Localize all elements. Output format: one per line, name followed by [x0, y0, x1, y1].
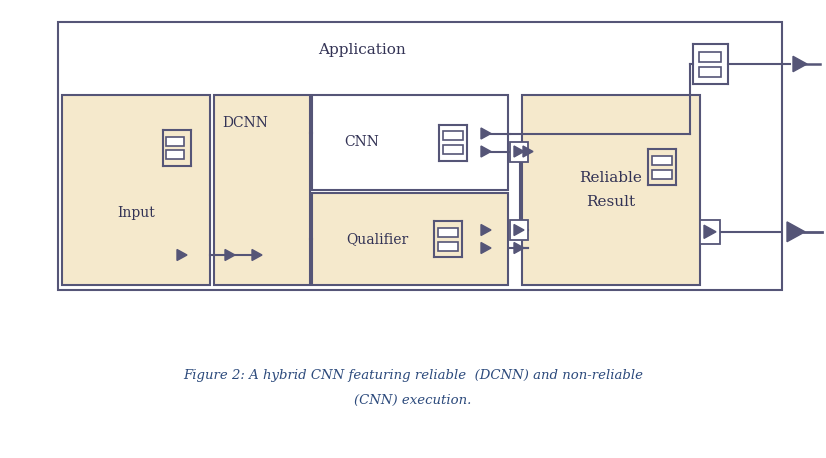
Polygon shape	[481, 146, 491, 157]
Bar	[58, 22, 782, 290]
Text: (CNN) execution.: (CNN) execution.	[354, 393, 472, 407]
Polygon shape	[514, 224, 524, 235]
Polygon shape	[177, 250, 187, 261]
Bar	[214, 95, 310, 285]
Polygon shape	[704, 225, 716, 239]
Bar	[438, 241, 458, 251]
Text: CNN: CNN	[344, 136, 379, 149]
Bar	[438, 228, 458, 236]
Bar	[699, 51, 721, 61]
Text: Application: Application	[318, 43, 406, 57]
Bar	[652, 170, 672, 179]
Polygon shape	[225, 250, 235, 261]
Polygon shape	[481, 224, 491, 235]
Bar	[510, 142, 528, 162]
Bar	[312, 193, 508, 285]
Bar	[522, 95, 700, 285]
Text: Figure 2: A hybrid CNN featuring reliable  (DCNN) and non-reliable: Figure 2: A hybrid CNN featuring reliabl…	[183, 370, 643, 382]
Bar	[443, 131, 463, 140]
Polygon shape	[514, 146, 524, 157]
Polygon shape	[514, 242, 524, 253]
Text: Qualifier: Qualifier	[346, 232, 408, 246]
Polygon shape	[787, 222, 805, 242]
Bar	[510, 220, 528, 240]
Bar	[166, 137, 184, 146]
Polygon shape	[481, 128, 491, 139]
Bar	[443, 145, 463, 154]
Polygon shape	[481, 242, 491, 253]
Text: Result: Result	[586, 195, 635, 209]
Polygon shape	[252, 250, 262, 261]
Bar	[62, 95, 210, 285]
Bar	[166, 150, 184, 159]
Bar	[699, 66, 721, 76]
Text: Reliable: Reliable	[580, 171, 643, 185]
Text: Input: Input	[117, 206, 155, 220]
Polygon shape	[523, 146, 533, 157]
Bar	[652, 156, 672, 165]
Polygon shape	[793, 56, 807, 72]
Text: DCNN: DCNN	[222, 116, 268, 130]
Bar	[700, 220, 720, 244]
Bar	[312, 95, 508, 190]
